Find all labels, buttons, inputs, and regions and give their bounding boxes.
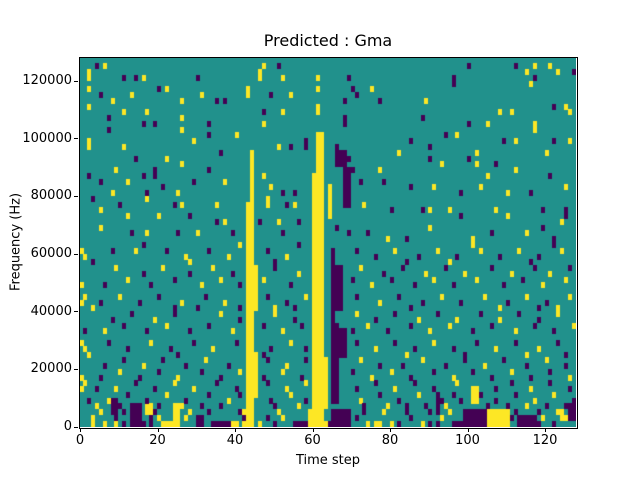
x-tick-mark — [312, 428, 314, 432]
plot-area — [79, 57, 578, 429]
x-axis-label: Time step — [295, 453, 361, 468]
y-tick-label: 40000 — [30, 303, 72, 319]
y-tick-label: 60000 — [30, 246, 72, 262]
x-tick-label: 80 — [381, 433, 399, 448]
y-tick-mark — [74, 426, 78, 428]
y-tick-label: 20000 — [30, 361, 72, 377]
y-tick-label: 80000 — [30, 188, 72, 204]
y-tick-mark — [74, 195, 78, 197]
y-axis-label: Frequency (Hz) — [8, 192, 24, 292]
y-tick-mark — [74, 368, 78, 370]
x-tick-label: 100 — [455, 433, 480, 448]
x-tick-label: 120 — [532, 433, 558, 448]
x-tick-mark — [467, 428, 469, 432]
y-tick-mark — [74, 311, 78, 313]
x-tick-mark — [545, 428, 546, 432]
x-tick-mark — [80, 428, 81, 432]
heatmap-canvas — [80, 58, 576, 427]
x-tick-mark — [235, 428, 236, 432]
x-tick-label: 20 — [149, 433, 166, 448]
x-tick-mark — [390, 428, 391, 432]
y-tick-label: 120000 — [22, 73, 72, 89]
chart-title: Predicted : Gma — [263, 31, 393, 50]
y-tick-mark — [74, 138, 78, 140]
x-tick-mark — [157, 428, 159, 432]
y-tick-mark — [74, 80, 78, 82]
x-tick-label: 40 — [226, 433, 244, 448]
y-tick-mark — [74, 253, 78, 255]
x-tick-label: 60 — [304, 433, 321, 448]
y-tick-label: 100000 — [22, 130, 72, 146]
y-tick-label: 0 — [63, 419, 72, 434]
x-tick-label: 0 — [75, 433, 85, 448]
